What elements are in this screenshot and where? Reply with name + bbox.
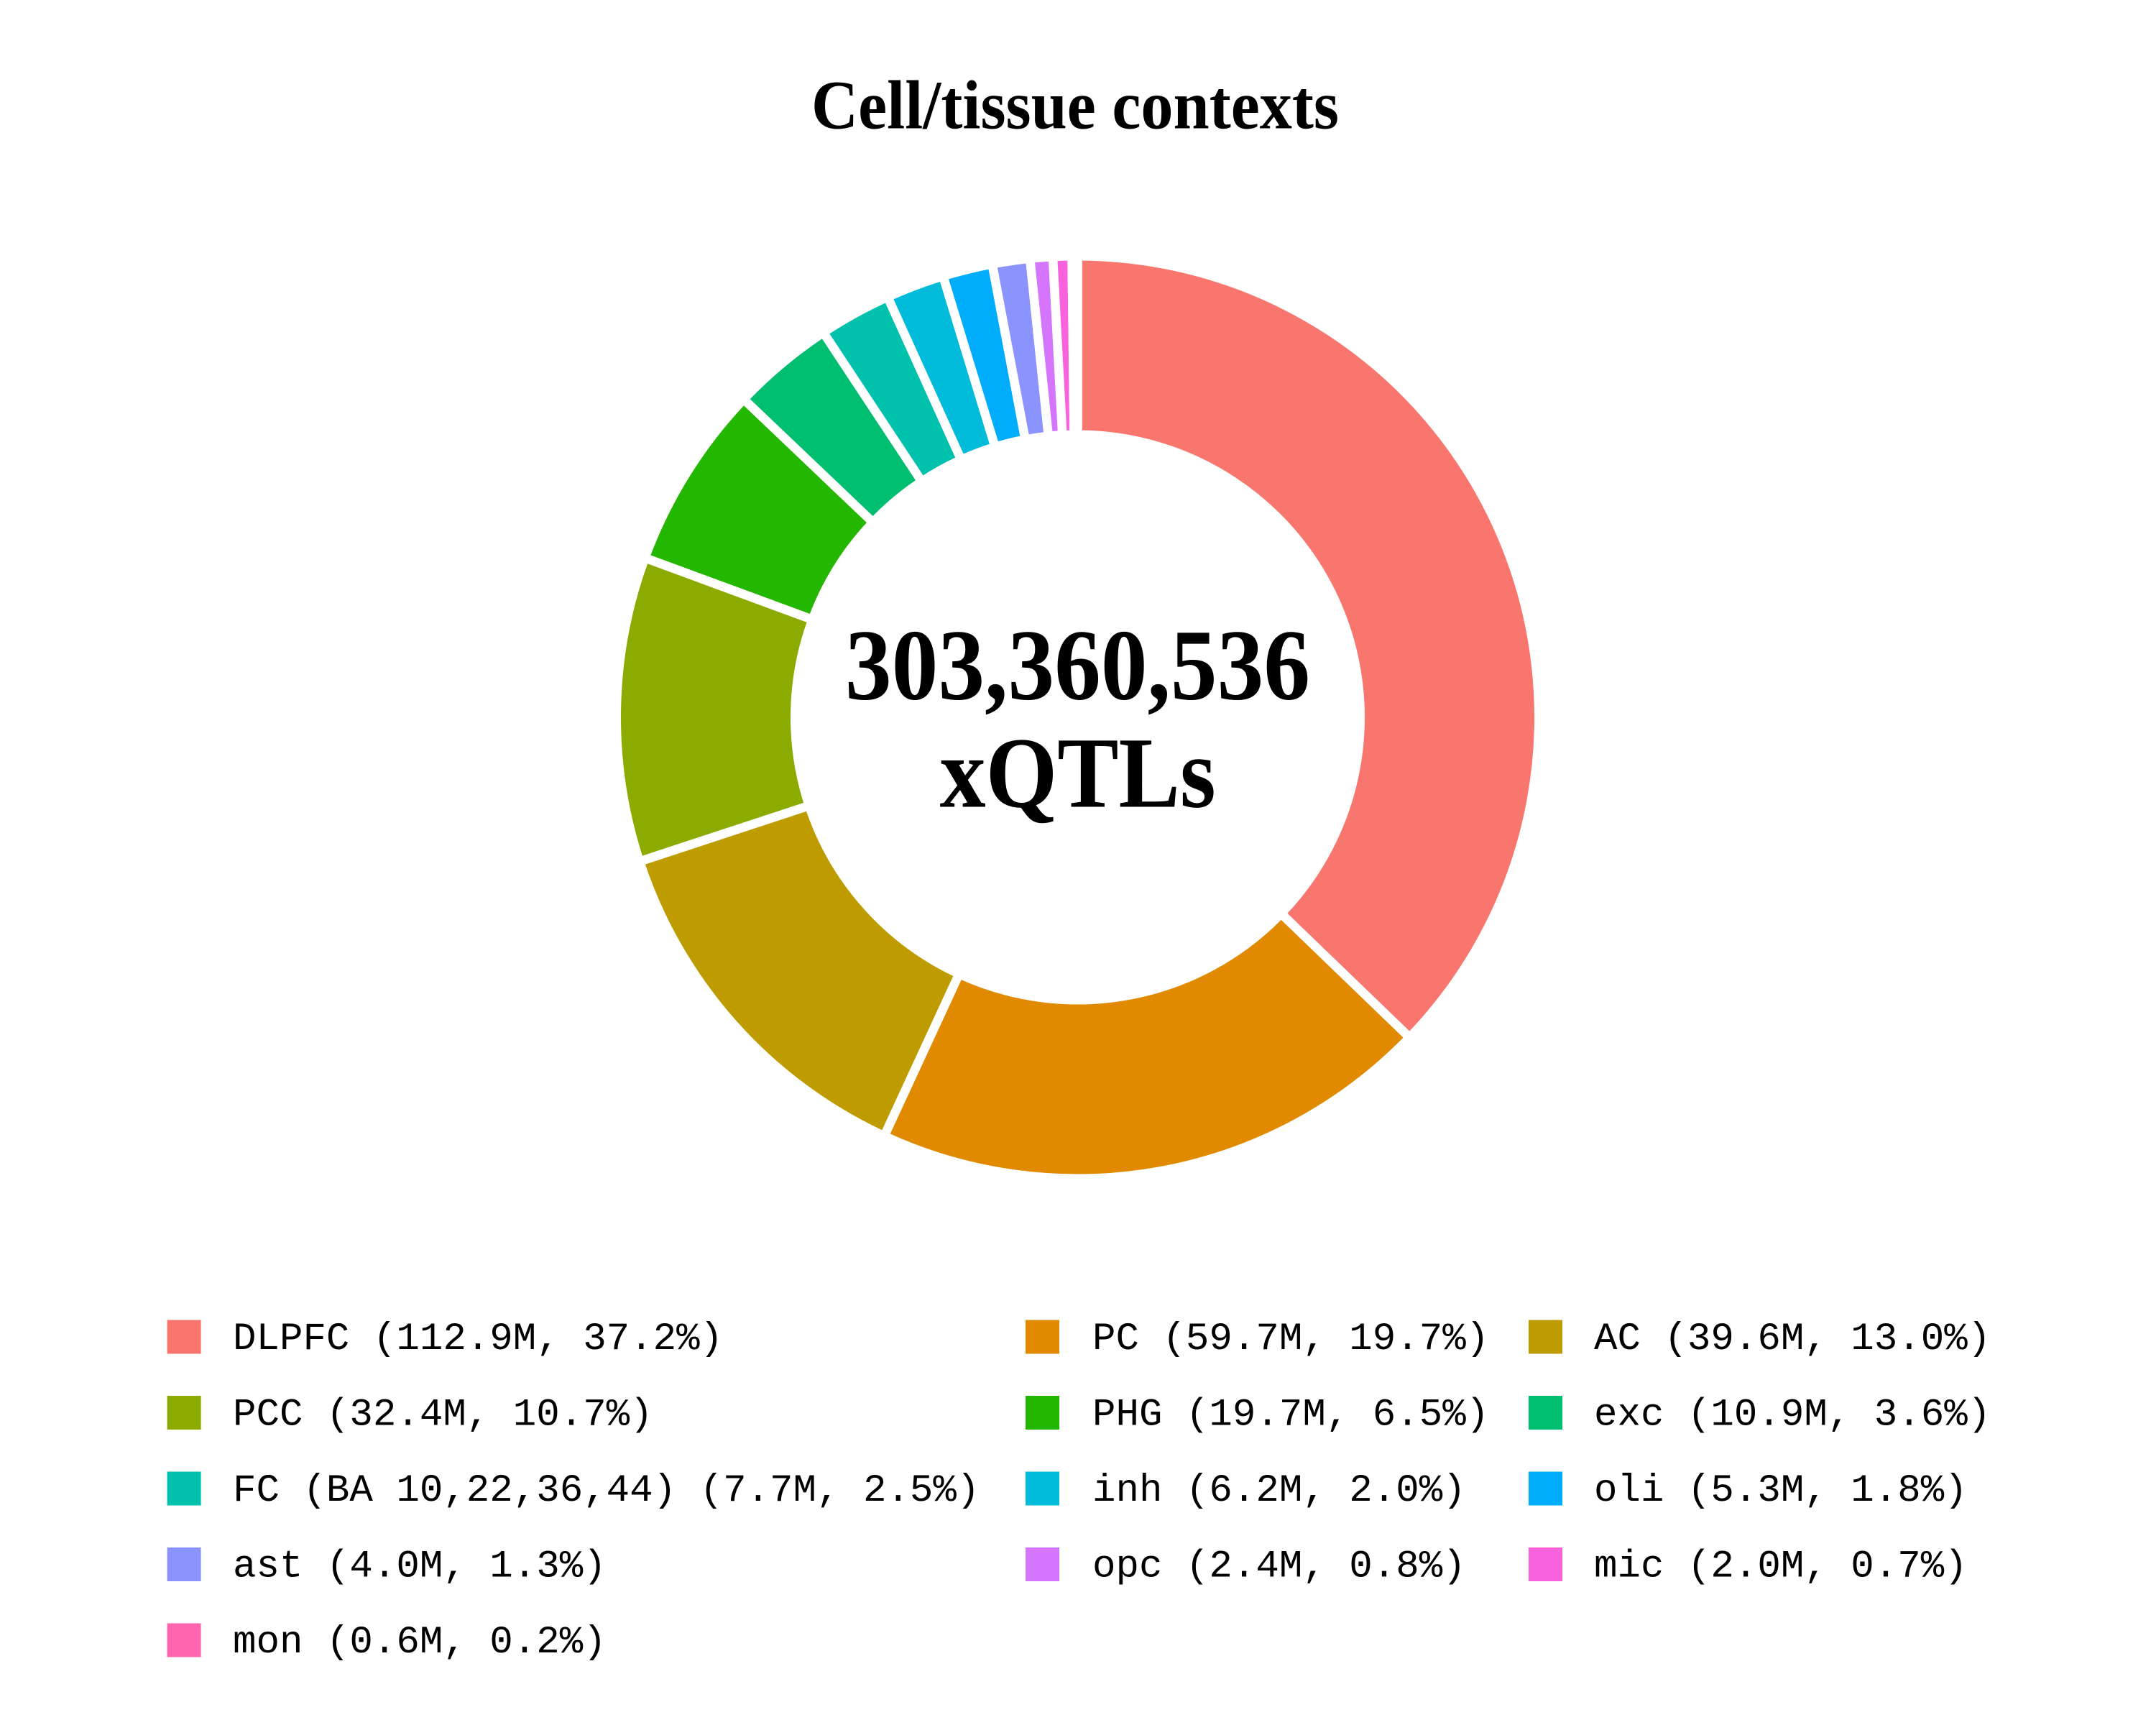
- svg-text:PCC (32.4M, 10.7%): PCC (32.4M, 10.7%): [233, 1393, 653, 1437]
- svg-text:mon (0.6M, 0.2%): mon (0.6M, 0.2%): [233, 1621, 607, 1665]
- svg-text:PHG (19.7M, 6.5%): PHG (19.7M, 6.5%): [1092, 1393, 1489, 1437]
- svg-text:xQTLs: xQTLs: [940, 718, 1216, 829]
- svg-text:AC (39.6M, 13.0%): AC (39.6M, 13.0%): [1594, 1317, 1991, 1361]
- svg-text:exc (10.9M, 3.6%): exc (10.9M, 3.6%): [1594, 1393, 1991, 1437]
- svg-text:mic (2.0M, 0.7%): mic (2.0M, 0.7%): [1594, 1545, 1968, 1588]
- svg-text:FC (BA 10,22,36,44) (7.7M, 2.5: FC (BA 10,22,36,44) (7.7M, 2.5%): [233, 1469, 980, 1513]
- svg-text:303,360,536: 303,360,536: [845, 610, 1310, 722]
- svg-text:oli (5.3M, 1.8%): oli (5.3M, 1.8%): [1594, 1469, 1968, 1513]
- svg-text:inh (6.2M, 2.0%): inh (6.2M, 2.0%): [1092, 1469, 1466, 1513]
- svg-text:PC (59.7M, 19.7%): PC (59.7M, 19.7%): [1092, 1317, 1489, 1361]
- svg-text:DLPFC (112.9M, 37.2%): DLPFC (112.9M, 37.2%): [233, 1317, 723, 1361]
- svg-text:Cell/tissue contexts: Cell/tissue contexts: [811, 67, 1339, 144]
- svg-text:opc (2.4M, 0.8%): opc (2.4M, 0.8%): [1092, 1545, 1466, 1588]
- svg-text:ast (4.0M, 1.3%): ast (4.0M, 1.3%): [233, 1545, 607, 1588]
